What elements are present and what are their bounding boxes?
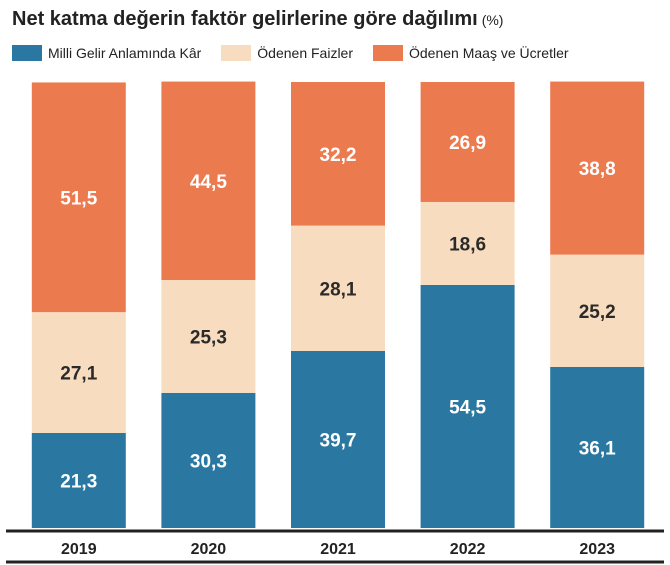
bar-segment-maas-2023 [550, 81, 645, 255]
bar-segment-maas-2022 [420, 82, 515, 202]
bar-segment-faiz-2020 [161, 280, 256, 393]
data-label-maas-2022: 26,9 [449, 133, 486, 154]
data-label-maas-2021: 32,2 [320, 145, 357, 166]
chart-unit: (%) [481, 12, 504, 28]
data-label-faiz-2023: 25,2 [579, 302, 616, 323]
data-label-faiz-2019: 27,1 [60, 364, 97, 385]
bar-segment-faiz-2021 [291, 225, 385, 351]
bar-segment-kar-2023 [550, 366, 645, 528]
x-tick-label-2022: 2022 [450, 541, 486, 558]
x-tick-label-2021: 2021 [320, 541, 356, 558]
bar-segment-faiz-2022 [420, 201, 515, 285]
chart-title-text: Net katma değerin faktör gelirlerine gör… [12, 8, 478, 30]
data-label-maas-2019: 51,5 [60, 188, 97, 209]
data-label-kar-2022: 54,5 [449, 397, 486, 418]
bar-segment-kar-2020 [161, 392, 256, 528]
data-label-maas-2020: 44,5 [190, 172, 227, 193]
data-label-faiz-2021: 28,1 [320, 279, 357, 300]
bar-segment-faiz-2023 [550, 254, 645, 367]
legend-label-faiz: Ödenen Faizler [257, 45, 353, 61]
bar-segment-maas-2019 [31, 82, 126, 313]
chart-legend: Milli Gelir Anlamında Kâr Ödenen Faizler… [12, 45, 662, 61]
data-label-faiz-2020: 25,3 [190, 327, 227, 348]
legend-swatch-kar [12, 45, 42, 61]
data-label-kar-2021: 39,7 [320, 430, 357, 451]
legend-item-faiz: Ödenen Faizler [221, 45, 353, 61]
data-label-kar-2023: 36,1 [579, 438, 616, 459]
chart-title: Net katma değerin faktör gelirlerine gör… [12, 8, 503, 31]
data-label-kar-2019: 21,3 [60, 472, 97, 493]
x-tick-label-2020: 2020 [191, 541, 227, 558]
x-tick-label-2023: 2023 [579, 541, 615, 558]
data-label-kar-2020: 30,3 [190, 451, 227, 472]
bar-segment-kar-2022 [420, 284, 515, 528]
data-label-faiz-2022: 18,6 [449, 234, 486, 255]
data-label-maas-2023: 38,8 [579, 159, 616, 180]
bar-segment-maas-2021 [291, 82, 385, 226]
legend-item-kar: Milli Gelir Anlamında Kâr [12, 45, 201, 61]
legend-label-maas: Ödenen Maaş ve Ücretler [409, 45, 569, 61]
x-tick-label-2019: 2019 [61, 541, 97, 558]
bar-segment-kar-2021 [291, 350, 385, 528]
bar-segment-maas-2020 [161, 81, 256, 281]
bar-segment-kar-2019 [31, 433, 126, 528]
legend-label-kar: Milli Gelir Anlamında Kâr [48, 45, 202, 61]
legend-swatch-maas [373, 45, 403, 61]
legend-item-maas: Ödenen Maaş ve Ücretler [373, 45, 569, 61]
legend-swatch-faiz [221, 45, 252, 61]
bar-segment-faiz-2019 [31, 312, 126, 434]
